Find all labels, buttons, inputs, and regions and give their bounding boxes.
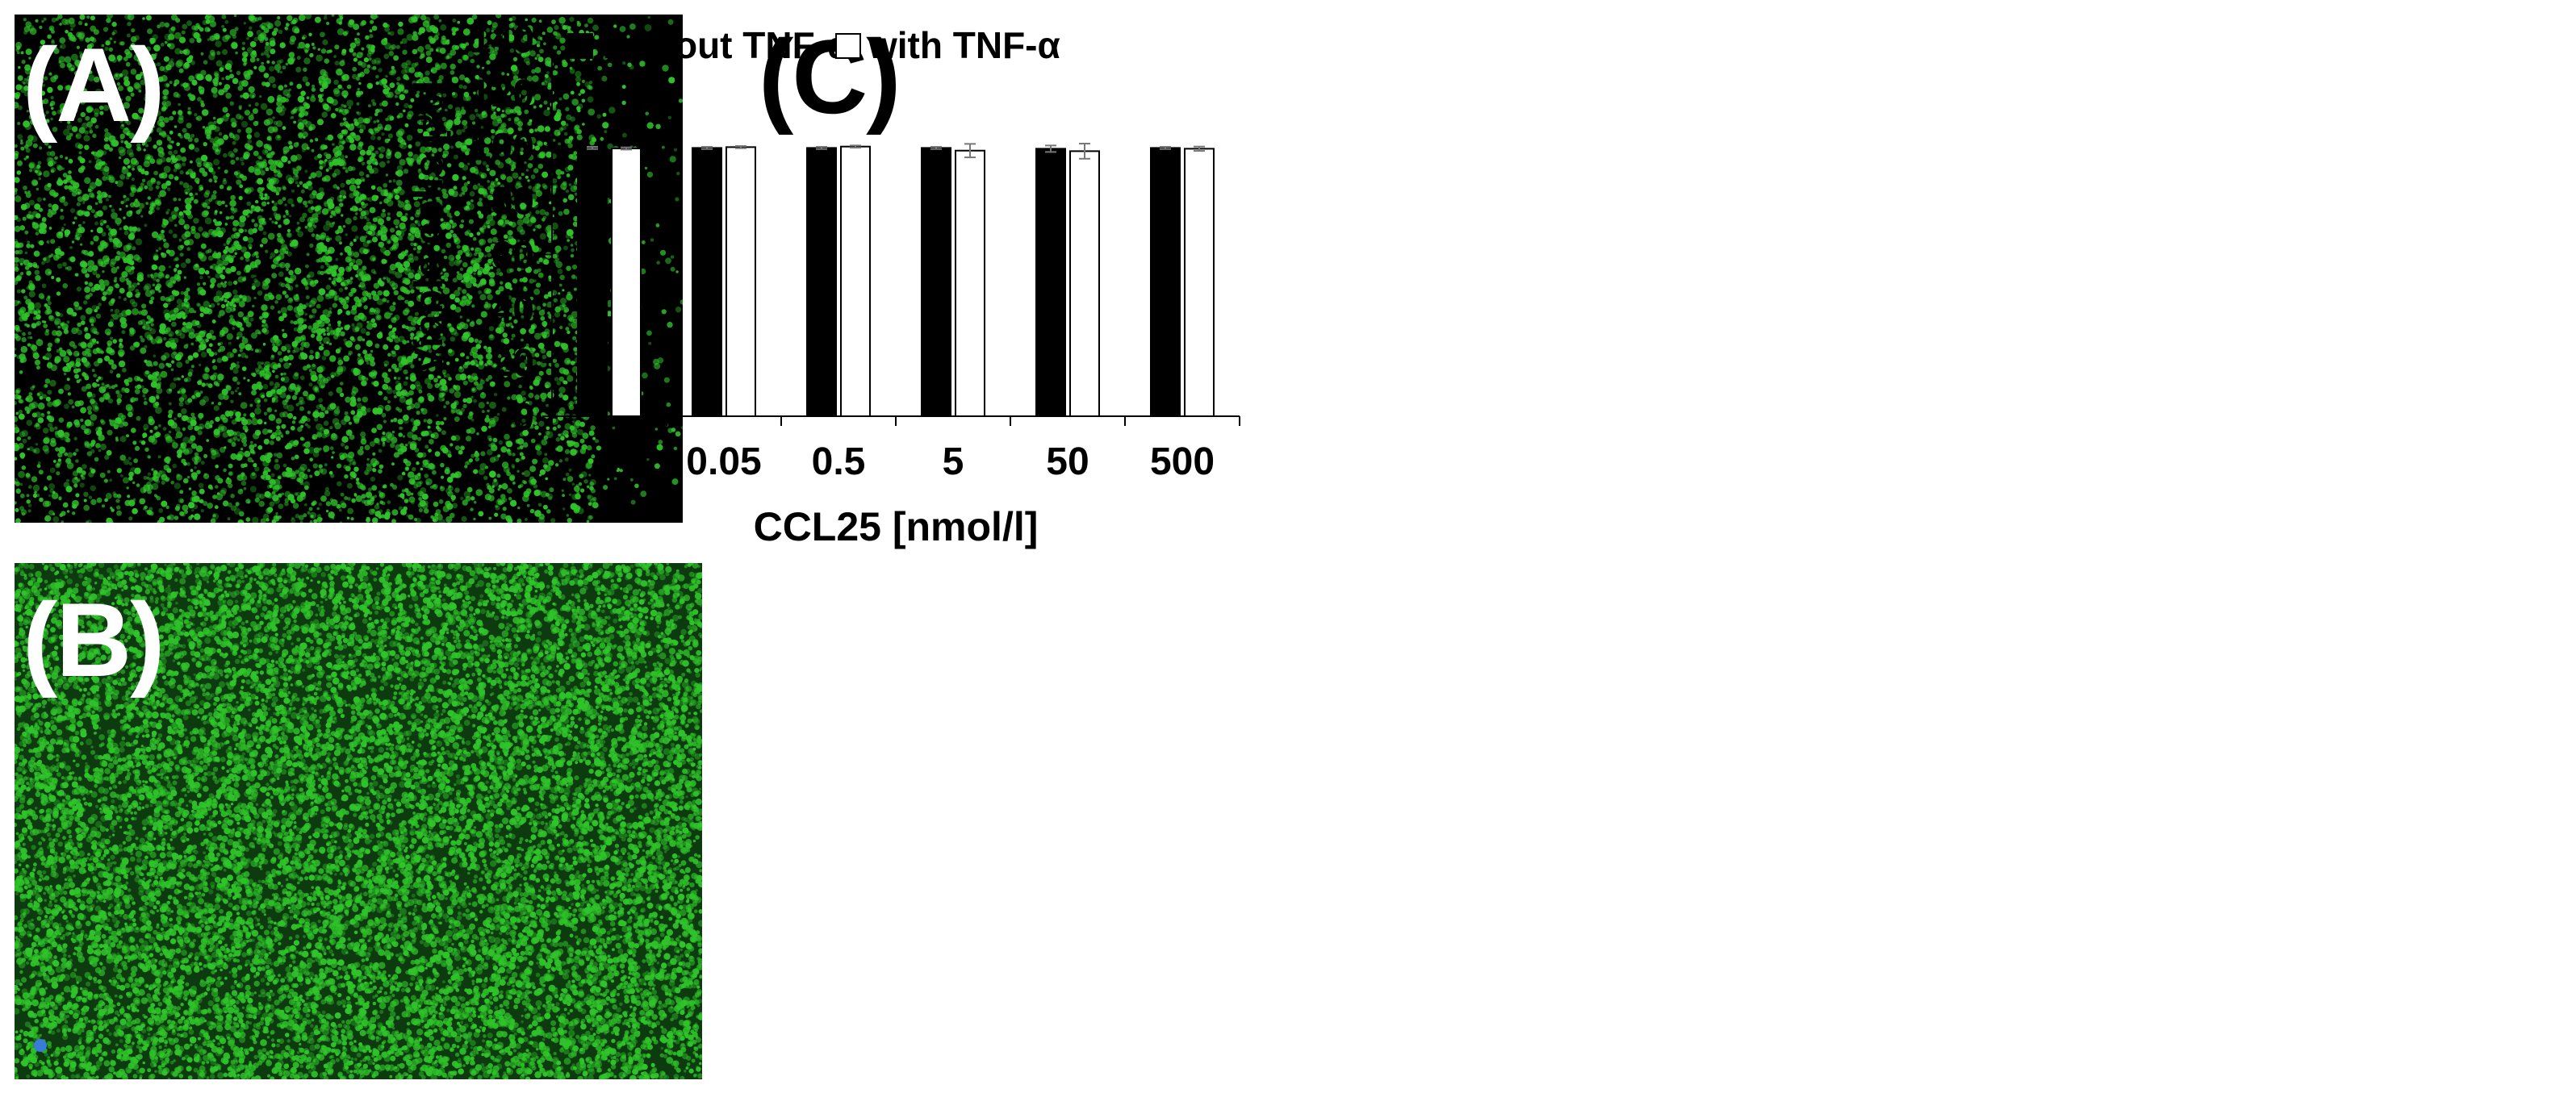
bar-without-tnf — [921, 147, 951, 417]
error-bar — [1160, 146, 1171, 150]
panel-label-a: (A) — [23, 32, 165, 137]
cell-speckles — [15, 563, 702, 1079]
x-tick-label: 500 — [1150, 440, 1215, 483]
panel-label-c: (C) — [759, 24, 901, 129]
y-tick-label: 0 — [512, 396, 534, 439]
bar-without-tnf — [1150, 147, 1181, 417]
legend-label: without TNF-α — [600, 24, 850, 66]
bar-with-tnf — [955, 149, 985, 417]
x-tick-label: 0.5 — [812, 440, 866, 483]
bar-with-tnf — [840, 145, 871, 417]
x-tick-label: 0 — [599, 440, 621, 483]
legend-label: with TNF-α — [868, 24, 1060, 66]
x-tick-label: 0.05 — [686, 440, 761, 483]
error-bar — [1194, 145, 1205, 152]
blue-speck — [34, 1039, 47, 1052]
error-bar — [930, 146, 942, 150]
y-tick-label: 100 — [470, 127, 534, 169]
y-tick-label: 20 — [491, 342, 534, 385]
micrograph-b: (B) — [15, 563, 702, 1079]
y-tick-label: 60 — [491, 234, 534, 277]
error-bar — [735, 145, 746, 149]
error-bar — [816, 146, 827, 150]
error-bar — [1045, 144, 1056, 153]
y-axis-title: Viable cells [%] — [406, 81, 451, 373]
error-bar — [701, 146, 713, 150]
micrograph-b-cells — [15, 563, 702, 1079]
y-tick-label: 120 — [470, 73, 534, 115]
bar-without-tnf — [1035, 148, 1066, 417]
bar-without-tnf — [806, 147, 837, 417]
error-bar — [850, 144, 861, 149]
bar-with-tnf — [1069, 150, 1100, 417]
legend-swatch — [567, 33, 593, 59]
x-tick-label: 5 — [943, 440, 964, 483]
panel-label-b: (B) — [23, 587, 165, 692]
legend-item-with-tnf: with TNF-α — [835, 24, 1060, 66]
x-tick-label: 50 — [1046, 440, 1089, 483]
y-tick-label: 140 — [470, 19, 534, 61]
bar-without-tnf — [577, 147, 608, 417]
error-bar — [1079, 143, 1090, 160]
x-axis-title: CCL25 [nmol/l] — [754, 504, 1039, 549]
error-bar — [964, 143, 976, 159]
legend-item-without-tnf: without TNF-α — [567, 24, 850, 66]
y-tick-label: 40 — [491, 288, 534, 331]
bar-with-tnf — [726, 146, 756, 418]
legend-swatch — [835, 33, 861, 59]
bar-without-tnf — [692, 147, 722, 417]
error-bar — [621, 146, 632, 151]
error-bar — [587, 146, 598, 150]
y-tick-label: 80 — [491, 181, 534, 223]
bar-with-tnf — [1184, 148, 1215, 417]
bar-with-tnf — [611, 148, 642, 417]
